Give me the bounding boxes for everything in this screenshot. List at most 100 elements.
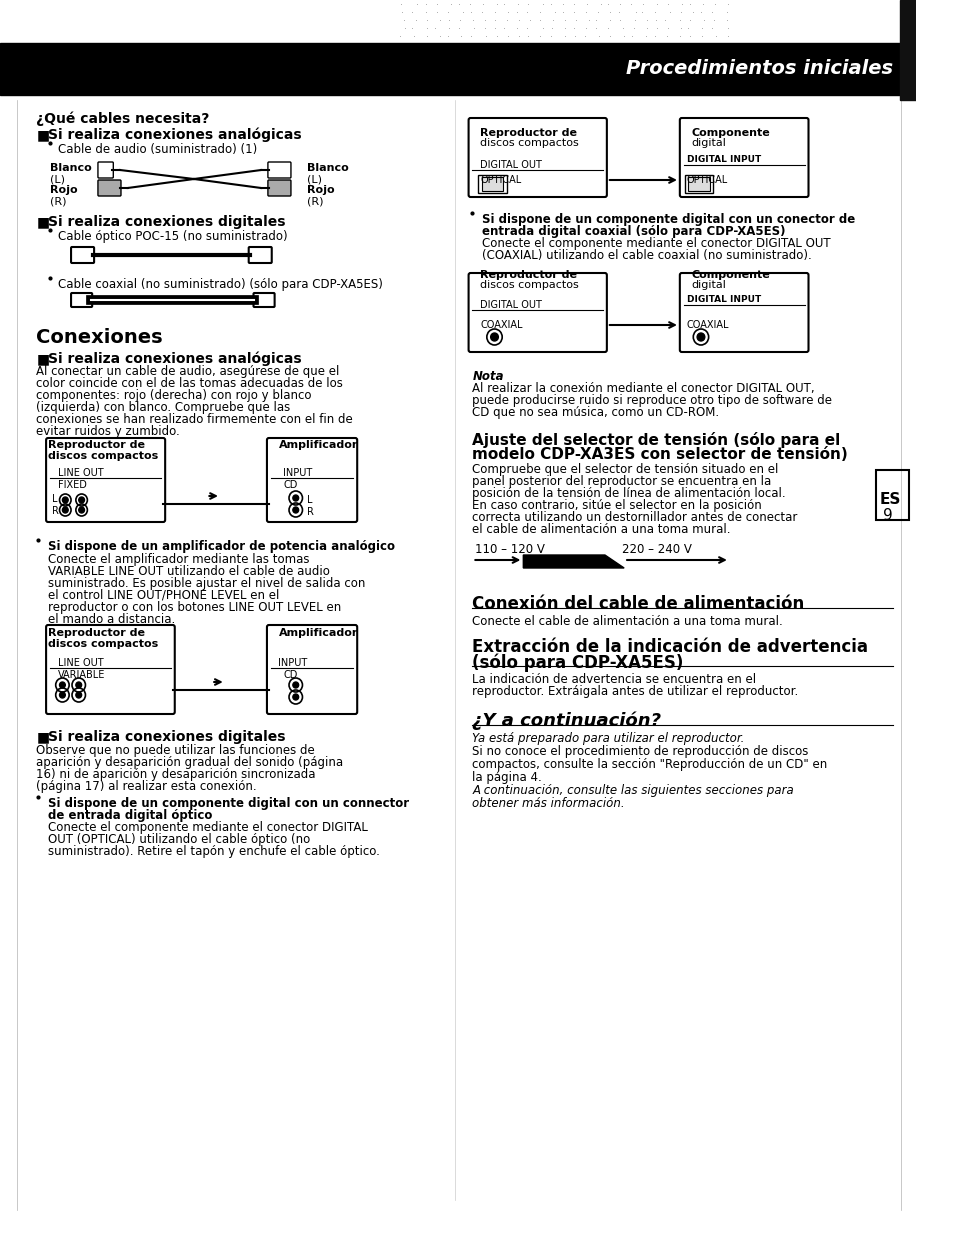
- Text: digital: digital: [691, 138, 725, 148]
- Text: 16) ni de aparición y desaparición sincronizada: 16) ni de aparición y desaparición sincr…: [36, 768, 315, 780]
- Text: OUT (OPTICAL) utilizando el cable óptico (no: OUT (OPTICAL) utilizando el cable óptico…: [48, 834, 310, 846]
- Text: el mando a distancia.: el mando a distancia.: [48, 613, 175, 626]
- Text: INPUT: INPUT: [278, 658, 308, 668]
- Text: 9: 9: [882, 508, 892, 523]
- FancyBboxPatch shape: [98, 162, 113, 178]
- Text: conexiones se han realizado firmemente con el fin de: conexiones se han realizado firmemente c…: [36, 413, 353, 425]
- Text: Reproductor de: Reproductor de: [48, 440, 145, 450]
- Text: Extracción de la indicación de advertencia: Extracción de la indicación de advertenc…: [472, 637, 867, 656]
- Text: Reproductor de: Reproductor de: [479, 270, 577, 280]
- Circle shape: [293, 694, 298, 700]
- Text: componentes: rojo (derecha) con rojo y blanco: componentes: rojo (derecha) con rojo y b…: [36, 388, 312, 402]
- FancyBboxPatch shape: [468, 118, 606, 197]
- Text: (página 17) al realizar esta conexión.: (página 17) al realizar esta conexión.: [36, 780, 257, 793]
- Text: Al conectar un cable de audio, asegúrese de que el: Al conectar un cable de audio, asegúrese…: [36, 365, 339, 379]
- Text: Si realiza conexiones analógicas: Si realiza conexiones analógicas: [48, 128, 301, 143]
- Text: ■: ■: [36, 730, 50, 743]
- FancyBboxPatch shape: [98, 180, 121, 196]
- Text: R: R: [307, 507, 314, 517]
- Text: CD: CD: [283, 480, 297, 490]
- Text: evitar ruidos y zumbido.: evitar ruidos y zumbido.: [36, 425, 180, 438]
- Text: Al realizar la conexión mediante el conector DIGITAL OUT,: Al realizar la conexión mediante el cone…: [472, 382, 814, 395]
- Text: Reproductor de: Reproductor de: [48, 628, 145, 637]
- Text: Si realiza conexiones digitales: Si realiza conexiones digitales: [48, 730, 285, 743]
- Text: Procedimientos iniciales: Procedimientos iniciales: [625, 58, 892, 78]
- Text: DIGITAL INPUT: DIGITAL INPUT: [686, 295, 760, 305]
- Text: Conecte el componente mediante el conector DIGITAL: Conecte el componente mediante el conect…: [48, 821, 368, 834]
- Bar: [481, 178, 502, 191]
- Text: Cable óptico POC-15 (no suministrado): Cable óptico POC-15 (no suministrado): [57, 231, 287, 243]
- Text: ¿Y a continuación?: ¿Y a continuación?: [472, 711, 660, 730]
- FancyBboxPatch shape: [468, 272, 606, 351]
- Polygon shape: [523, 555, 623, 568]
- Circle shape: [293, 494, 298, 501]
- Text: el cable de alimentación a una toma mural.: el cable de alimentación a una toma mura…: [472, 523, 730, 536]
- Text: LINE OUT: LINE OUT: [57, 658, 103, 668]
- Bar: [688, 178, 709, 191]
- Text: Conexión del cable de alimentación: Conexión del cable de alimentación: [472, 596, 803, 613]
- Text: VARIABLE LINE OUT utilizando el cable de audio: VARIABLE LINE OUT utilizando el cable de…: [48, 565, 330, 578]
- FancyBboxPatch shape: [268, 180, 291, 196]
- Text: 220 – 240 V: 220 – 240 V: [621, 543, 691, 556]
- Text: el control LINE OUT/PHONE LEVEL en el: el control LINE OUT/PHONE LEVEL en el: [48, 589, 279, 602]
- Text: Ya está preparado para utilizar el reproductor.: Ya está preparado para utilizar el repro…: [472, 732, 744, 745]
- Circle shape: [490, 333, 497, 342]
- Text: ■: ■: [36, 351, 50, 366]
- Circle shape: [76, 692, 82, 698]
- Text: Observe que no puede utilizar las funciones de: Observe que no puede utilizar las funcio…: [36, 743, 314, 757]
- Text: posición de la tensión de línea de alimentación local.: posición de la tensión de línea de alime…: [472, 487, 785, 501]
- Text: CD: CD: [283, 670, 297, 681]
- Text: OPTICAL: OPTICAL: [479, 175, 520, 185]
- FancyBboxPatch shape: [46, 438, 165, 522]
- Bar: [684, 175, 713, 194]
- Text: (COAXIAL) utilizando el cable coaxial (no suministrado).: (COAXIAL) utilizando el cable coaxial (n…: [481, 249, 811, 261]
- Circle shape: [79, 507, 85, 513]
- Text: Blanco: Blanco: [307, 163, 349, 173]
- Circle shape: [59, 682, 65, 688]
- FancyBboxPatch shape: [268, 162, 291, 178]
- Circle shape: [62, 497, 68, 503]
- Text: Conecte el amplificador mediante las tomas: Conecte el amplificador mediante las tom…: [48, 552, 309, 566]
- Text: Amplificador: Amplificador: [278, 628, 357, 637]
- Text: entrada digital coaxial (sólo para CDP-XA5ES): entrada digital coaxial (sólo para CDP-X…: [481, 224, 784, 238]
- Text: Conecte el cable de alimentación a una toma mural.: Conecte el cable de alimentación a una t…: [472, 615, 782, 628]
- Text: obtener más información.: obtener más información.: [472, 797, 624, 810]
- Text: COAXIAL: COAXIAL: [479, 321, 522, 330]
- Text: digital: digital: [691, 280, 725, 290]
- Text: La indicación de advertencia se encuentra en el: La indicación de advertencia se encuentr…: [472, 673, 756, 686]
- Text: suministrado). Retire el tapón y enchufe el cable óptico.: suministrado). Retire el tapón y enchufe…: [48, 845, 379, 858]
- Text: En caso contrario, sitúe el selector en la posición: En caso contrario, sitúe el selector en …: [472, 499, 761, 512]
- Text: Si no conoce el procedimiento de reproducción de discos: Si no conoce el procedimiento de reprodu…: [472, 745, 808, 758]
- Bar: [899, 0, 915, 100]
- Text: (L): (L): [50, 174, 65, 184]
- Text: Compruebe que el selector de tensión situado en el: Compruebe que el selector de tensión sit…: [472, 464, 778, 476]
- Text: correcta utilizando un destornillador antes de conectar: correcta utilizando un destornillador an…: [472, 510, 797, 524]
- Text: discos compactos: discos compactos: [479, 280, 578, 290]
- Text: Si realiza conexiones digitales: Si realiza conexiones digitales: [48, 215, 285, 229]
- Text: discos compactos: discos compactos: [48, 451, 158, 461]
- Text: reproductor. Extráigala antes de utilizar el reproductor.: reproductor. Extráigala antes de utiliza…: [472, 686, 798, 698]
- Text: L: L: [307, 494, 313, 506]
- FancyBboxPatch shape: [253, 293, 274, 307]
- FancyBboxPatch shape: [679, 118, 807, 197]
- Text: Si realiza conexiones analógicas: Si realiza conexiones analógicas: [48, 351, 301, 366]
- Text: L: L: [51, 494, 57, 504]
- Text: de entrada digital óptico: de entrada digital óptico: [48, 809, 213, 822]
- Text: OPTICAL: OPTICAL: [686, 175, 727, 185]
- Text: Reproductor de: Reproductor de: [479, 128, 577, 138]
- Text: panel posterior del reproductor se encuentra en la: panel posterior del reproductor se encue…: [472, 475, 771, 488]
- Text: Nota: Nota: [472, 370, 503, 383]
- Text: reproductor o con los botones LINE OUT LEVEL en: reproductor o con los botones LINE OUT L…: [48, 600, 341, 614]
- Text: Si dispone de un amplificador de potencia analógico: Si dispone de un amplificador de potenci…: [48, 540, 395, 552]
- Text: Si dispone de un componente digital con un connector: Si dispone de un componente digital con …: [48, 797, 409, 810]
- Text: DIGITAL OUT: DIGITAL OUT: [479, 300, 541, 309]
- Circle shape: [293, 682, 298, 688]
- Text: suministrado. Es posible ajustar el nivel de salida con: suministrado. Es posible ajustar el nive…: [48, 577, 365, 591]
- FancyBboxPatch shape: [46, 625, 174, 714]
- FancyBboxPatch shape: [875, 470, 908, 520]
- FancyBboxPatch shape: [71, 247, 94, 263]
- Text: DIGITAL INPUT: DIGITAL INPUT: [686, 155, 760, 164]
- Text: Cable coaxial (no suministrado) (sólo para CDP-XA5ES): Cable coaxial (no suministrado) (sólo pa…: [57, 277, 382, 291]
- Text: puede producirse ruido si reproduce otro tipo de software de: puede producirse ruido si reproduce otro…: [472, 395, 832, 407]
- Text: compactos, consulte la sección "Reproducción de un CD" en: compactos, consulte la sección "Reproduc…: [472, 758, 827, 771]
